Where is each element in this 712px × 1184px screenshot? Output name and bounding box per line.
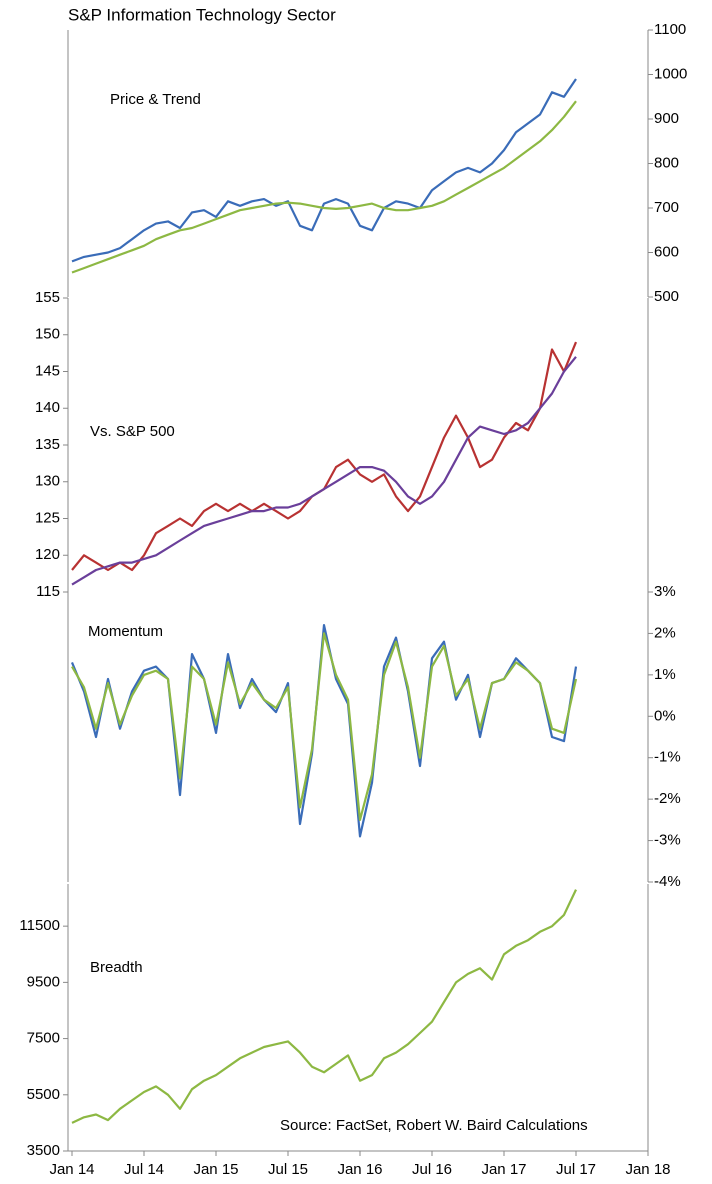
y-tick-label: 1000: [654, 65, 687, 82]
x-tick-label: Jul 16: [412, 1161, 452, 1178]
y-tick-label: 115: [36, 583, 60, 600]
y-tick-label: 2%: [654, 624, 676, 641]
y-tick-label: -4%: [654, 873, 681, 890]
y-tick-label: 900: [654, 110, 679, 127]
y-tick-label: 1100: [654, 21, 686, 38]
series-line: [71, 889, 577, 1124]
x-tick-label: Jan 15: [193, 1161, 238, 1178]
y-tick-label: 150: [35, 326, 60, 343]
x-tick-label: Jan 16: [337, 1161, 382, 1178]
x-tick-label: Jul 14: [124, 1161, 164, 1178]
y-tick-label: 3%: [654, 583, 676, 600]
y-tick-label: 5500: [27, 1086, 60, 1103]
panel-label: Price & Trend: [110, 91, 201, 108]
y-tick-label: -3%: [654, 832, 681, 849]
y-tick-label: 600: [654, 243, 679, 260]
y-tick-label: 3500: [27, 1142, 60, 1159]
y-tick-label: 0%: [654, 707, 676, 724]
y-tick-label: 125: [35, 509, 60, 526]
series-line: [70, 624, 578, 838]
y-tick-label: 155: [35, 289, 60, 306]
y-tick-label: 9500: [27, 973, 60, 990]
y-tick-label: 120: [35, 546, 60, 563]
x-tick-label: Jan 18: [625, 1161, 670, 1178]
series-line: [71, 632, 578, 821]
y-tick-label: 700: [654, 199, 679, 216]
series-line: [71, 100, 577, 274]
y-tick-label: 500: [654, 288, 679, 305]
y-tick-label: 135: [35, 436, 60, 453]
y-tick-label: 130: [35, 473, 60, 490]
panel-label: Vs. S&P 500: [90, 423, 175, 440]
source-note: Source: FactSet, Robert W. Baird Calcula…: [280, 1117, 588, 1134]
y-tick-label: 145: [35, 362, 60, 379]
x-tick-label: Jan 17: [481, 1161, 526, 1178]
y-tick-label: 7500: [27, 1030, 60, 1047]
chart-title: S&P Information Technology Sector: [68, 5, 336, 24]
series-line: [71, 356, 577, 586]
y-tick-label: -1%: [654, 749, 681, 766]
x-tick-label: Jul 17: [556, 1161, 596, 1178]
panel-label: Breadth: [90, 959, 143, 976]
y-tick-label: 11500: [19, 917, 60, 934]
x-tick-label: Jul 15: [268, 1161, 308, 1178]
panel-label: Momentum: [88, 623, 163, 640]
series-line: [71, 341, 578, 572]
y-tick-label: 1%: [654, 666, 676, 683]
y-tick-label: 800: [654, 154, 679, 171]
series-line: [71, 78, 577, 263]
y-tick-label: 140: [35, 399, 60, 416]
x-tick-label: Jan 14: [49, 1161, 94, 1178]
y-tick-label: -2%: [654, 790, 681, 807]
